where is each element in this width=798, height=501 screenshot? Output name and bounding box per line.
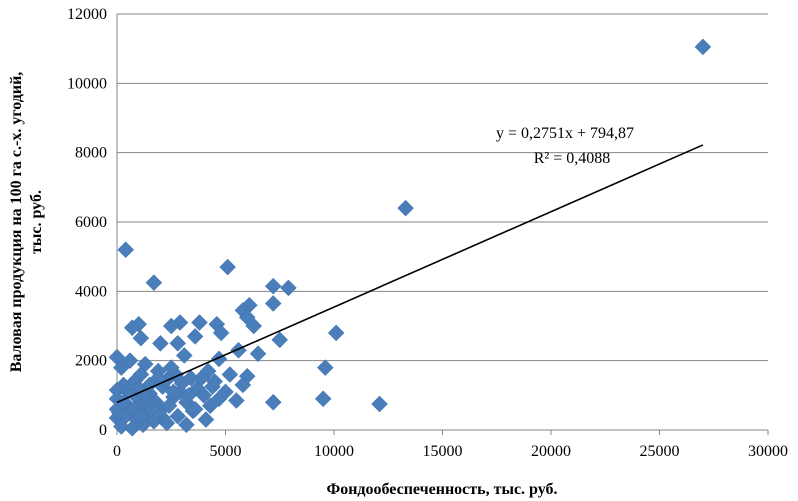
data-points xyxy=(108,38,712,437)
data-point xyxy=(132,407,150,425)
y-tick-label: 6000 xyxy=(75,214,107,231)
y-axis-title-line2: тыс. руб. xyxy=(28,190,45,254)
x-tick-label: 30000 xyxy=(748,443,788,460)
data-point xyxy=(371,395,388,413)
data-point xyxy=(397,199,414,217)
data-point xyxy=(165,383,182,401)
data-point xyxy=(193,369,210,387)
data-point xyxy=(186,400,204,418)
data-point xyxy=(264,295,282,312)
trendline xyxy=(116,144,704,404)
data-point xyxy=(132,329,150,347)
data-point xyxy=(219,258,237,276)
data-point xyxy=(264,277,282,295)
data-point xyxy=(145,412,163,430)
y-axis-title-line1: Валовая продукция на 100 га с.-х. угодий… xyxy=(8,72,25,373)
trendline-equation: y = 0,2751x + 794,87 xyxy=(496,125,634,142)
data-point xyxy=(169,407,187,425)
data-point xyxy=(249,345,267,363)
y-tick-label: 10000 xyxy=(67,75,107,92)
data-point xyxy=(197,411,215,428)
data-point xyxy=(234,376,252,394)
data-point xyxy=(230,341,247,359)
y-axis-title: Валовая продукция на 100 га с.-х. угодий… xyxy=(8,72,45,373)
data-point xyxy=(694,38,712,56)
y-tick-label: 0 xyxy=(99,422,107,439)
x-tick-label: 20000 xyxy=(531,443,571,460)
data-point xyxy=(210,350,228,368)
data-point xyxy=(316,359,334,376)
data-point xyxy=(245,317,263,335)
x-tick-label: 15000 xyxy=(423,443,463,460)
data-point xyxy=(264,393,282,411)
x-axis-title: Фондообеспеченность, тыс. руб. xyxy=(326,481,557,498)
y-tick-label: 8000 xyxy=(75,145,107,162)
data-point xyxy=(175,347,193,364)
data-point xyxy=(112,418,130,435)
data-point xyxy=(112,359,130,376)
data-point xyxy=(206,373,224,390)
data-point xyxy=(227,392,245,409)
data-point xyxy=(143,400,161,418)
y-tick-labels: 0 2000 4000 6000 8000 10000 12000 xyxy=(67,6,107,439)
data-point xyxy=(201,397,219,415)
x-tick-label: 0 xyxy=(113,443,121,460)
data-point xyxy=(152,334,169,352)
data-point xyxy=(271,331,289,349)
y-tick-label: 4000 xyxy=(75,283,107,300)
data-point xyxy=(123,319,141,337)
data-point xyxy=(195,386,213,404)
data-point xyxy=(173,374,191,392)
data-point xyxy=(180,386,197,404)
y-tick-label: 12000 xyxy=(67,6,107,23)
data-point xyxy=(327,324,345,342)
data-point xyxy=(162,317,180,335)
data-point xyxy=(169,334,187,352)
data-point xyxy=(280,279,297,297)
x-tick-label: 25000 xyxy=(640,443,680,460)
data-point xyxy=(314,390,332,408)
r-squared-label: R² = 0,4088 xyxy=(534,150,611,167)
gridlines xyxy=(117,13,768,362)
data-point xyxy=(178,416,195,434)
data-point xyxy=(158,414,176,432)
x-tick-label: 5000 xyxy=(210,443,242,460)
data-point xyxy=(212,324,230,342)
data-point xyxy=(186,328,204,345)
x-tick-labels: 0 5000 10000 15000 20000 25000 30000 xyxy=(113,430,788,460)
data-point xyxy=(160,397,178,415)
data-point xyxy=(136,355,154,373)
data-point xyxy=(121,352,139,370)
data-point xyxy=(162,359,180,376)
data-point xyxy=(191,314,208,331)
data-point xyxy=(145,274,163,292)
y-tick-label: 2000 xyxy=(75,353,107,370)
x-tick-label: 10000 xyxy=(314,443,354,460)
data-point xyxy=(217,383,234,401)
data-point xyxy=(117,241,135,259)
data-point xyxy=(221,366,239,383)
